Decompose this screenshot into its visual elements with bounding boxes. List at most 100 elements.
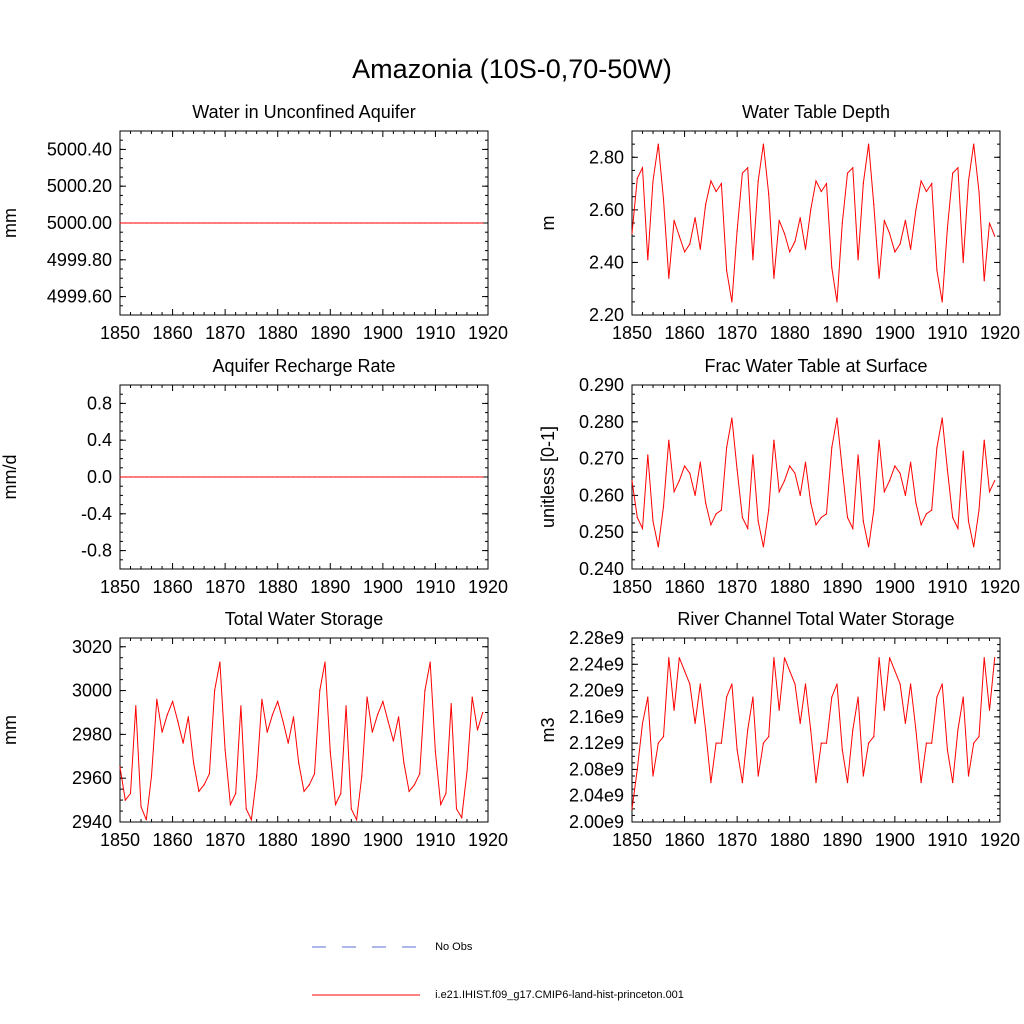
data-point	[271, 714, 274, 716]
plot-frame	[119, 637, 489, 823]
data-point	[424, 689, 426, 692]
data-point	[245, 476, 247, 478]
data-point	[282, 720, 284, 722]
data-point	[145, 222, 147, 224]
data-point	[794, 240, 796, 242]
data-point	[250, 819, 253, 821]
data-point	[250, 222, 253, 224]
data-point	[129, 792, 132, 795]
data-point	[461, 817, 463, 819]
data-point	[403, 476, 405, 478]
data-point	[920, 781, 922, 784]
data-point	[256, 222, 258, 224]
data-point	[815, 781, 817, 784]
data-point	[941, 683, 943, 685]
data-point	[313, 222, 316, 224]
data-point	[277, 476, 279, 478]
data-point	[303, 222, 305, 224]
data-point	[224, 749, 226, 751]
x-tick-label: 1850	[100, 323, 140, 343]
data-point	[825, 182, 828, 185]
data-point	[731, 417, 733, 419]
data-point	[689, 683, 691, 685]
data-point	[161, 476, 163, 478]
data-point	[193, 222, 195, 224]
data-point	[720, 182, 722, 185]
y-axis-label: mm	[0, 208, 20, 238]
data-point	[820, 190, 822, 193]
data-point	[166, 714, 168, 716]
data-point	[862, 182, 864, 185]
data-point	[198, 476, 200, 478]
data-point	[757, 180, 759, 182]
data-point	[287, 222, 289, 224]
data-point	[815, 524, 817, 526]
data-point	[978, 735, 980, 738]
series-line	[119, 662, 484, 822]
data-point	[973, 143, 975, 145]
data-point	[967, 520, 970, 522]
data-point	[329, 222, 331, 224]
data-point	[187, 222, 189, 224]
x-tick-label: 1860	[665, 830, 705, 850]
y-tick-label: 2960	[72, 768, 112, 788]
y-tick-label: 2.08e9	[569, 759, 624, 779]
data-point	[988, 222, 991, 224]
data-point	[461, 222, 463, 224]
data-point	[324, 222, 326, 224]
data-point	[245, 222, 247, 224]
data-point	[308, 476, 310, 478]
data-point	[292, 716, 295, 718]
data-point	[705, 729, 707, 731]
data-point	[150, 775, 153, 777]
data-point	[862, 520, 864, 522]
data-point	[319, 689, 321, 692]
data-point	[334, 803, 337, 806]
data-point	[846, 516, 849, 519]
data-point	[282, 476, 284, 478]
x-tick-label: 1890	[310, 577, 350, 597]
y-tick-label: 0.270	[579, 449, 624, 469]
data-point	[794, 683, 796, 685]
data-point	[177, 222, 179, 224]
data-point	[841, 749, 843, 751]
data-point	[434, 476, 437, 478]
data-point	[668, 439, 670, 441]
x-tick-label: 1920	[468, 323, 508, 343]
legend-label-model: i.e21.IHIST.f09_g17.CMIP6-land-hist-prin…	[435, 988, 684, 1001]
data-point	[235, 222, 237, 224]
data-point	[382, 700, 384, 703]
data-point	[298, 476, 300, 478]
data-point	[747, 167, 749, 169]
data-point	[193, 762, 195, 764]
data-point	[156, 222, 158, 224]
data-point	[256, 775, 258, 777]
series-line	[631, 418, 996, 548]
x-tick-label: 1870	[717, 577, 757, 597]
data-point	[936, 269, 938, 271]
data-point	[973, 742, 975, 744]
data-point	[303, 790, 305, 792]
data-point	[461, 476, 463, 478]
data-point	[277, 700, 279, 703]
data-point	[334, 222, 337, 224]
data-point	[920, 180, 922, 182]
data-point	[789, 251, 791, 253]
data-point	[271, 476, 274, 478]
data-point	[762, 546, 765, 548]
data-point	[689, 243, 691, 245]
data-point	[710, 781, 712, 784]
y-tick-label: -0.4	[81, 504, 112, 524]
data-point	[119, 476, 121, 478]
data-point	[371, 222, 373, 224]
data-point	[647, 696, 649, 698]
data-point	[726, 696, 728, 698]
data-point	[846, 172, 849, 174]
data-point	[455, 808, 458, 810]
data-point	[124, 799, 126, 801]
data-point	[161, 731, 163, 733]
data-point	[266, 222, 268, 224]
data-point	[768, 193, 770, 195]
data-point	[657, 742, 659, 744]
data-point	[652, 775, 654, 777]
